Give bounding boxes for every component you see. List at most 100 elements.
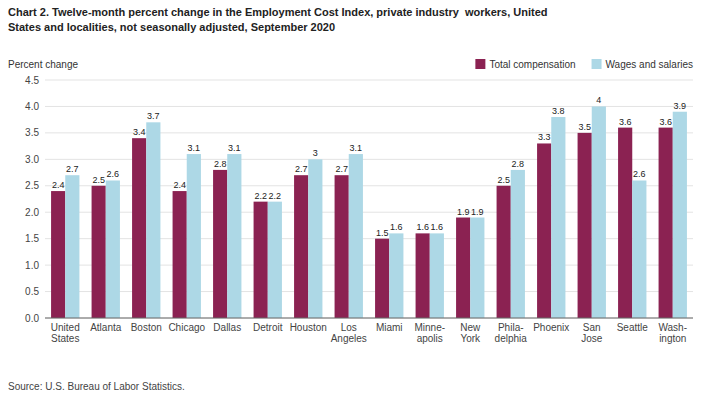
legend-label: Total compensation: [489, 59, 575, 70]
data-label: 3.1: [188, 143, 201, 153]
bar: [470, 218, 484, 318]
x-tick-label: Detroit: [253, 322, 283, 333]
source: Source: U.S. Bureau of Labor Statistics.: [8, 381, 185, 392]
text-line: delphia: [495, 333, 528, 344]
bar: [254, 202, 268, 318]
text-line: York: [460, 333, 481, 344]
x-tick-label: Boston: [131, 322, 162, 333]
bar: [213, 170, 227, 318]
data-label: 2.5: [497, 175, 510, 185]
y-tick-label: 4.5: [25, 75, 39, 86]
data-label: 2.6: [633, 169, 646, 179]
y-tick-label: 3.5: [25, 127, 39, 138]
text-line: apolis: [417, 333, 443, 344]
data-label: 1.9: [471, 207, 484, 217]
text-line: United: [51, 322, 80, 333]
bar: [294, 175, 308, 318]
grid-line: [45, 80, 693, 81]
grid-line: [45, 318, 693, 319]
bar: [106, 180, 120, 318]
text-line: Angeles: [331, 333, 367, 344]
data-label: 3.8: [552, 106, 565, 116]
y-axis-label: Percent change: [8, 59, 78, 70]
bar: [659, 128, 673, 318]
data-label: 2.5: [92, 175, 105, 185]
data-label: 3.3: [538, 132, 551, 142]
bar: [187, 154, 201, 318]
legend-swatch: [475, 59, 485, 69]
x-tick-label: Phila-delphia: [495, 322, 528, 344]
y-tick-label: 0.0: [25, 313, 39, 324]
text-line: Atlanta: [90, 322, 122, 333]
grid: [45, 80, 693, 318]
bar: [308, 159, 322, 318]
bar: [511, 170, 525, 318]
bar: [551, 117, 565, 318]
text-line: Dallas: [213, 322, 241, 333]
x-tick-label: Houston: [290, 322, 327, 333]
bar: [349, 154, 363, 318]
bar: [375, 239, 389, 318]
text-line: San: [583, 322, 601, 333]
legend: Total compensationWages and salaries: [475, 59, 693, 70]
text-line: Minne-: [414, 322, 445, 333]
bar: [335, 175, 349, 318]
x-tick-label: Dallas: [213, 322, 241, 333]
data-labels: 2.42.53.42.42.82.22.72.71.51.61.92.53.33…: [52, 95, 686, 237]
bar: [578, 133, 592, 318]
data-label: 1.6: [390, 222, 403, 232]
bar: [146, 122, 160, 318]
text-line: Chicago: [168, 322, 205, 333]
bar: [618, 128, 632, 318]
data-label: 1.5: [376, 228, 389, 238]
x-tick-label: UnitedStates: [51, 322, 80, 344]
x-tick-label: NewYork: [460, 322, 481, 344]
x-tick-label: Seattle: [617, 322, 649, 333]
data-label: 2.7: [66, 164, 79, 174]
text-line: New: [460, 322, 481, 333]
data-label: 3.1: [350, 143, 363, 153]
x-tick-label: Atlanta: [90, 322, 122, 333]
text-line: States and localities, not seasonally ad…: [8, 21, 335, 33]
data-label: 4: [596, 95, 601, 105]
bar: [632, 180, 646, 318]
text-line: Chart 2. Twelve-month percent change in …: [8, 6, 548, 18]
y-tick-label: 2.0: [25, 207, 39, 218]
data-label: 2.4: [173, 180, 186, 190]
bar: [456, 218, 470, 318]
text-line: Los: [341, 322, 357, 333]
bar: [673, 112, 687, 318]
text-line: Boston: [131, 322, 162, 333]
bar: [268, 202, 282, 318]
data-label: 2.8: [214, 159, 227, 169]
y-tick-label: 2.5: [25, 180, 39, 191]
y-tick-label: 0.5: [25, 286, 39, 297]
data-label: 3.1: [228, 143, 241, 153]
text-line: Detroit: [253, 322, 283, 333]
x-tick-label: Miami: [376, 322, 403, 333]
chart: Chart 2. Twelve-month percent change in …: [0, 0, 701, 398]
bar: [227, 154, 241, 318]
data-label: 3: [313, 148, 318, 158]
data-label: 3.5: [578, 122, 591, 132]
bar: [65, 175, 79, 318]
x-tick-label: Wash-ington: [658, 322, 687, 344]
x-tick-label: LosAngeles: [331, 322, 367, 344]
y-tick-label: 3.0: [25, 154, 39, 165]
bar: [537, 143, 551, 318]
text-line: Miami: [376, 322, 403, 333]
data-label: 2.7: [335, 164, 348, 174]
data-label: 2.2: [254, 191, 267, 201]
data-label: 3.7: [147, 111, 160, 121]
data-label: 3.9: [674, 101, 687, 111]
bar: [592, 106, 606, 318]
bars: [51, 106, 687, 318]
text-line: Wash-: [658, 322, 687, 333]
y-tick-label: 4.0: [25, 101, 39, 112]
data-label: 3.4: [133, 127, 146, 137]
data-label: 3.6: [619, 117, 632, 127]
x-tick-label: SanJose: [581, 322, 603, 344]
bar: [416, 233, 430, 318]
data-label: 2.8: [512, 159, 525, 169]
data-label: 1.6: [416, 222, 429, 232]
